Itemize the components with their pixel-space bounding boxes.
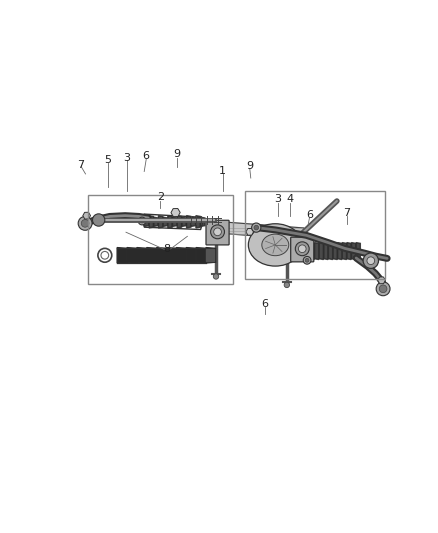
Text: 9: 9 xyxy=(173,149,180,159)
Polygon shape xyxy=(187,216,191,228)
Polygon shape xyxy=(157,248,166,263)
Circle shape xyxy=(379,285,387,293)
Polygon shape xyxy=(310,243,314,260)
Circle shape xyxy=(254,225,258,230)
Polygon shape xyxy=(196,248,206,263)
Circle shape xyxy=(284,282,290,288)
FancyBboxPatch shape xyxy=(206,220,229,245)
Polygon shape xyxy=(177,216,181,228)
Polygon shape xyxy=(206,248,215,263)
Circle shape xyxy=(138,217,146,225)
Polygon shape xyxy=(352,243,356,260)
Text: 6: 6 xyxy=(143,151,150,161)
Circle shape xyxy=(363,253,378,269)
Text: 6: 6 xyxy=(261,299,268,309)
Text: 6: 6 xyxy=(306,210,313,220)
Circle shape xyxy=(78,216,92,230)
Circle shape xyxy=(214,228,221,236)
Polygon shape xyxy=(347,243,351,260)
Polygon shape xyxy=(338,243,342,260)
Circle shape xyxy=(81,220,89,227)
Polygon shape xyxy=(147,248,156,263)
FancyBboxPatch shape xyxy=(291,237,314,262)
Text: 1: 1 xyxy=(219,166,226,176)
Polygon shape xyxy=(117,248,127,263)
Polygon shape xyxy=(163,217,167,227)
Text: 3: 3 xyxy=(274,195,281,204)
Text: 7: 7 xyxy=(343,207,350,217)
Text: 3: 3 xyxy=(123,152,130,163)
Circle shape xyxy=(305,259,309,262)
Polygon shape xyxy=(324,243,328,260)
Circle shape xyxy=(295,242,309,256)
Polygon shape xyxy=(154,217,158,227)
Polygon shape xyxy=(145,217,149,227)
Polygon shape xyxy=(159,216,163,228)
Text: 7: 7 xyxy=(78,159,85,169)
Polygon shape xyxy=(186,248,196,263)
Text: 4: 4 xyxy=(287,195,294,204)
Polygon shape xyxy=(206,249,214,262)
Text: 9: 9 xyxy=(246,161,253,171)
Polygon shape xyxy=(137,248,147,263)
Circle shape xyxy=(213,274,219,279)
Ellipse shape xyxy=(248,224,302,266)
Polygon shape xyxy=(173,217,177,227)
Polygon shape xyxy=(314,243,319,260)
Polygon shape xyxy=(196,216,200,228)
Polygon shape xyxy=(168,216,172,228)
Circle shape xyxy=(92,214,105,226)
Polygon shape xyxy=(328,243,332,260)
Polygon shape xyxy=(333,243,337,260)
Circle shape xyxy=(252,223,261,232)
Bar xyxy=(88,195,233,284)
Polygon shape xyxy=(319,243,323,260)
Polygon shape xyxy=(221,222,304,239)
Polygon shape xyxy=(127,248,137,263)
Polygon shape xyxy=(149,216,153,228)
Circle shape xyxy=(211,225,225,239)
Bar xyxy=(245,191,385,279)
Polygon shape xyxy=(177,248,186,263)
Polygon shape xyxy=(356,243,360,260)
Circle shape xyxy=(367,257,374,264)
Text: 2: 2 xyxy=(157,192,164,203)
Ellipse shape xyxy=(262,234,289,256)
Circle shape xyxy=(298,245,306,253)
Circle shape xyxy=(303,256,311,264)
Polygon shape xyxy=(191,217,195,227)
Text: 8: 8 xyxy=(163,244,171,254)
Polygon shape xyxy=(201,217,205,227)
Text: 5: 5 xyxy=(105,156,112,165)
Polygon shape xyxy=(182,217,186,227)
Circle shape xyxy=(376,282,390,296)
Polygon shape xyxy=(166,248,176,263)
Polygon shape xyxy=(342,243,346,260)
Circle shape xyxy=(140,219,144,223)
